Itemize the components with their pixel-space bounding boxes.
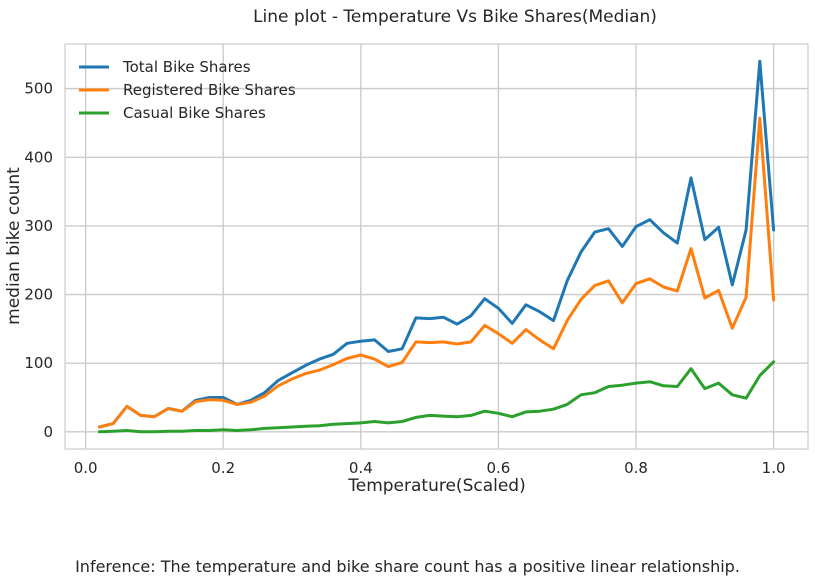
y-tick-label: 0 xyxy=(43,423,53,441)
series-line-total-bike-shares xyxy=(97,59,776,429)
series-lines xyxy=(97,59,776,434)
series-line-registered-bike-shares xyxy=(97,116,776,429)
inference-caption: Inference: The temperature and bike shar… xyxy=(75,557,740,576)
x-tick-label: 0.0 xyxy=(74,459,98,477)
legend: Total Bike Shares Registered Bike Shares C… xyxy=(79,58,296,122)
x-tick-label: 1.0 xyxy=(762,459,786,477)
plot-frame xyxy=(64,43,809,450)
plot-area xyxy=(64,43,809,450)
y-axis-label: median bike count xyxy=(4,167,24,325)
x-axis-label: Temperature(Scaled) xyxy=(347,476,525,496)
y-tick-label: 300 xyxy=(24,217,53,235)
y-tick-label: 500 xyxy=(24,80,53,98)
series-line-casual-bike-shares xyxy=(97,360,776,434)
x-tick-label: 0.2 xyxy=(211,459,235,477)
x-tick-label: 0.8 xyxy=(624,459,648,477)
chart-title: Line plot - Temperature Vs Bike Shares(M… xyxy=(253,7,657,27)
x-tick-label: 0.6 xyxy=(486,459,510,477)
x-tick-label: 0.4 xyxy=(349,459,373,477)
legend-label: Registered Bike Shares xyxy=(123,81,296,99)
y-tick-label: 100 xyxy=(24,354,53,372)
legend-label: Casual Bike Shares xyxy=(123,104,266,122)
tick-labels: 0.0 0.2 0.4 0.6 0.8 1.0 0 100 200 300 400 500 xyxy=(24,80,785,477)
y-tick-label: 200 xyxy=(24,286,53,304)
legend-label: Total Bike Shares xyxy=(122,58,251,76)
y-tick-label: 400 xyxy=(24,148,53,166)
